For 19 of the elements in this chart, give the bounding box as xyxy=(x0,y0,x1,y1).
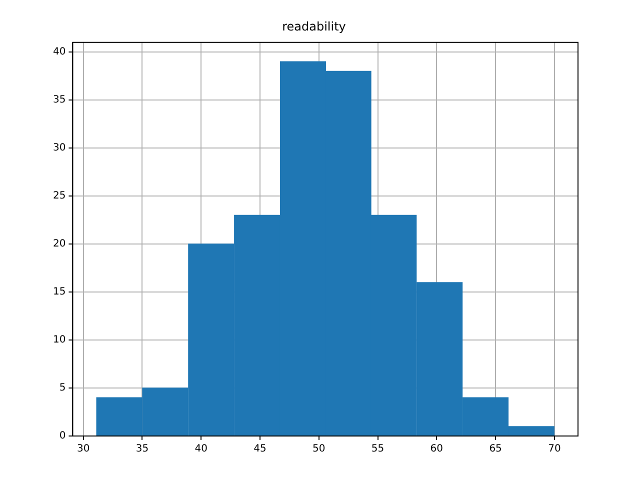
x-tick-label: 45 xyxy=(254,444,266,455)
y-tick-label: 35 xyxy=(52,94,66,106)
x-tick-label: 30 xyxy=(76,444,90,455)
y-tick-label: 30 xyxy=(52,142,66,154)
y-tick-label: 15 xyxy=(52,286,66,298)
x-tick-label: 70 xyxy=(548,444,561,455)
y-tick-label: 10 xyxy=(52,334,66,346)
y-tick-label: 0 xyxy=(59,430,66,442)
x-tick-label: 35 xyxy=(136,444,149,455)
y-tick-label: 25 xyxy=(52,190,66,202)
x-tick-label: 50 xyxy=(312,444,326,455)
x-tick-label: 60 xyxy=(430,444,444,455)
y-tick-label: 40 xyxy=(52,46,66,58)
chart-title: readability xyxy=(282,19,346,34)
x-tick-label: 65 xyxy=(489,444,502,455)
x-tick-label: 40 xyxy=(194,444,208,455)
x-tick-label: 55 xyxy=(371,444,384,455)
y-tick-label: 5 xyxy=(59,382,66,394)
y-tick-label: 20 xyxy=(52,238,66,250)
